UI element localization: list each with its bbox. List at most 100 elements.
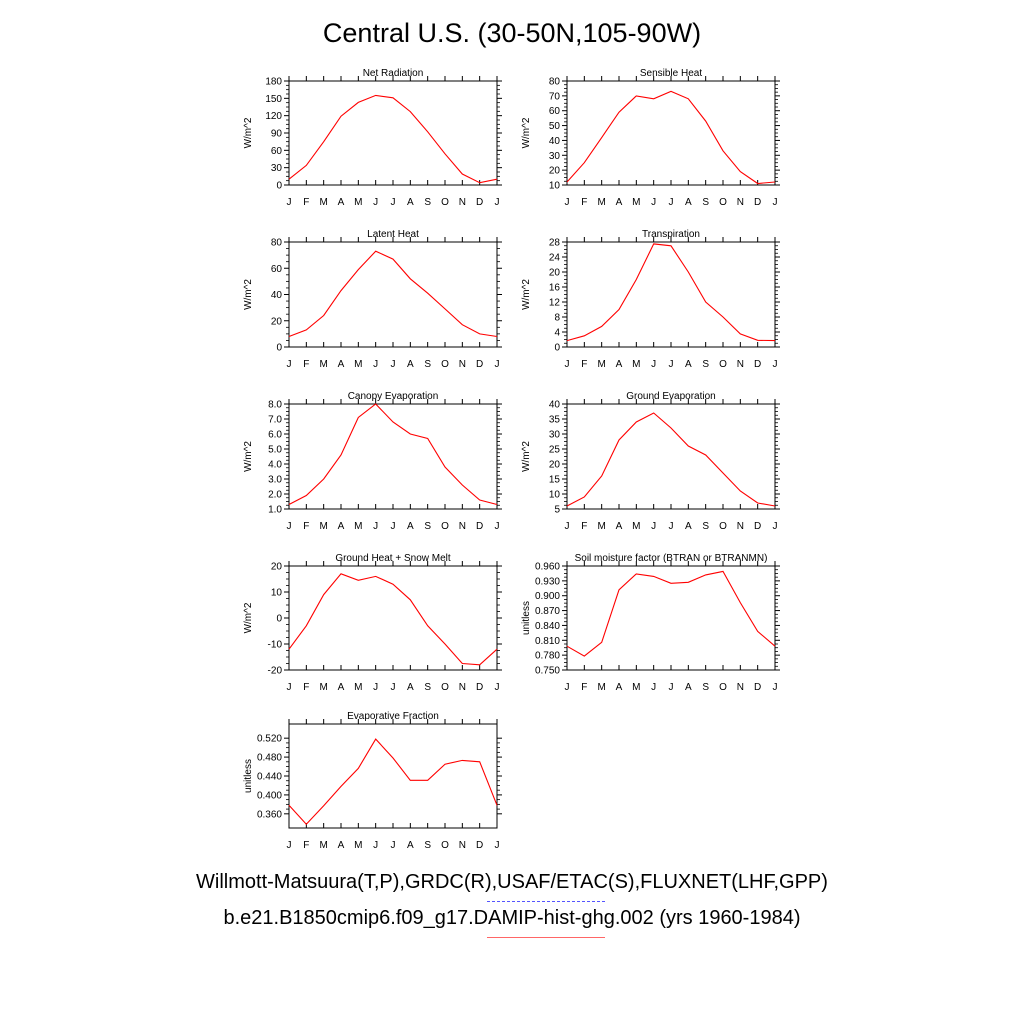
y-axis-label: W/m^2 [521,441,532,472]
y-tick-label: 30 [549,430,561,441]
x-tick-label: J [565,521,570,532]
x-tick-label: J [287,197,292,208]
x-tick-label: A [685,359,692,370]
plot-frame [566,241,776,348]
y-tick-label: 10 [549,490,561,501]
x-tick-label: A [407,682,414,693]
x-tick-label: M [354,521,362,532]
chart-title: Latent Heat [367,229,419,240]
x-tick-label: M [354,840,362,851]
chart-panel: Evaporative Fraction 0.360 0.400 0.440 0.480… [243,711,502,851]
y-tick-label: 7.0 [268,415,282,426]
x-tick-label: S [702,521,709,532]
x-tick-label: N [459,359,466,370]
y-tick-label: 12 [549,298,561,309]
x-tick-label: S [702,682,709,693]
x-tick-label: J [565,197,570,208]
y-tick-label: 0 [276,614,282,625]
x-tick-label: M [597,197,605,208]
y-tick-label: 20 [549,268,561,279]
model-series-line [288,403,498,506]
y-tick-label: 40 [549,400,561,411]
y-tick-label: 60 [271,146,283,157]
x-tick-label: D [476,359,483,370]
x-tick-label: J [773,197,778,208]
model-series-line [288,250,498,338]
y-tick-label: -20 [268,666,283,677]
x-tick-label: N [737,359,744,370]
x-tick-label: A [338,521,345,532]
x-tick-label: N [459,197,466,208]
y-tick-label: 0.780 [535,651,560,662]
x-tick-label: J [565,682,570,693]
x-tick-label: O [441,840,449,851]
y-tick-label: 60 [549,106,561,117]
x-tick-label: S [424,840,431,851]
x-tick-label: M [354,359,362,370]
x-tick-label: M [319,359,327,370]
plot-frame [566,565,776,671]
x-tick-label: N [737,521,744,532]
x-tick-label: J [391,682,396,693]
x-tick-label: F [303,682,309,693]
chart-panel: Canopy Evaporation 1.0 2.0 3.0 4.0 5.0 6.0 7.0 8… [243,391,502,532]
y-axis-label: W/m^2 [243,441,254,472]
figure-title: Central U.S. (30-50N,105-90W) [322,18,702,48]
x-tick-label: D [754,521,761,532]
y-tick-label: 150 [265,94,282,105]
y-tick-label: 80 [549,77,561,88]
x-tick-label: J [391,197,396,208]
x-tick-label: A [685,521,692,532]
y-axis-label: W/m^2 [243,117,254,148]
y-tick-label: 0 [276,181,282,192]
x-tick-label: F [303,521,309,532]
x-tick-label: S [702,359,709,370]
x-tick-label: F [303,840,309,851]
x-tick-label: A [338,359,345,370]
x-tick-label: S [424,359,431,370]
y-tick-label: 24 [549,253,561,264]
y-axis-label: unitless [243,759,254,793]
y-tick-label: 80 [271,238,283,249]
chart-title: Net Radiation [363,68,424,79]
x-tick-label: J [651,197,656,208]
x-tick-label: M [319,840,327,851]
x-tick-label: J [669,359,674,370]
x-tick-label: F [581,197,587,208]
x-tick-label: J [495,682,500,693]
y-tick-label: 0.440 [257,772,282,783]
y-tick-label: 0.840 [535,621,560,632]
x-tick-label: M [632,521,640,532]
x-tick-label: J [373,682,378,693]
x-tick-label: A [616,521,623,532]
x-tick-label: J [495,521,500,532]
x-tick-label: D [476,682,483,693]
x-tick-label: J [773,521,778,532]
x-tick-label: N [459,682,466,693]
model-series-line [566,90,776,185]
x-tick-label: M [632,682,640,693]
x-tick-label: A [407,359,414,370]
y-tick-label: 15 [549,475,561,486]
x-tick-label: A [338,840,345,851]
x-tick-label: O [441,359,449,370]
x-tick-label: M [632,197,640,208]
y-tick-label: 120 [265,111,282,122]
chart-title: Transpiration [642,229,700,240]
x-tick-label: M [319,521,327,532]
model-series-line [288,738,498,826]
y-tick-label: 30 [549,151,561,162]
chart-title: Sensible Heat [640,68,702,79]
y-tick-label: 0.750 [535,666,560,677]
chart-title: Evaporative Fraction [347,711,439,722]
x-tick-label: A [407,840,414,851]
y-tick-label: 10 [549,181,561,192]
plot-frame [288,80,498,186]
y-tick-label: 4.0 [268,460,282,471]
x-tick-label: J [373,359,378,370]
x-tick-label: J [651,359,656,370]
observations-legend-label: Willmott-Matsuura(T,P),GRDC(R),USAF/ETAC… [196,871,828,893]
